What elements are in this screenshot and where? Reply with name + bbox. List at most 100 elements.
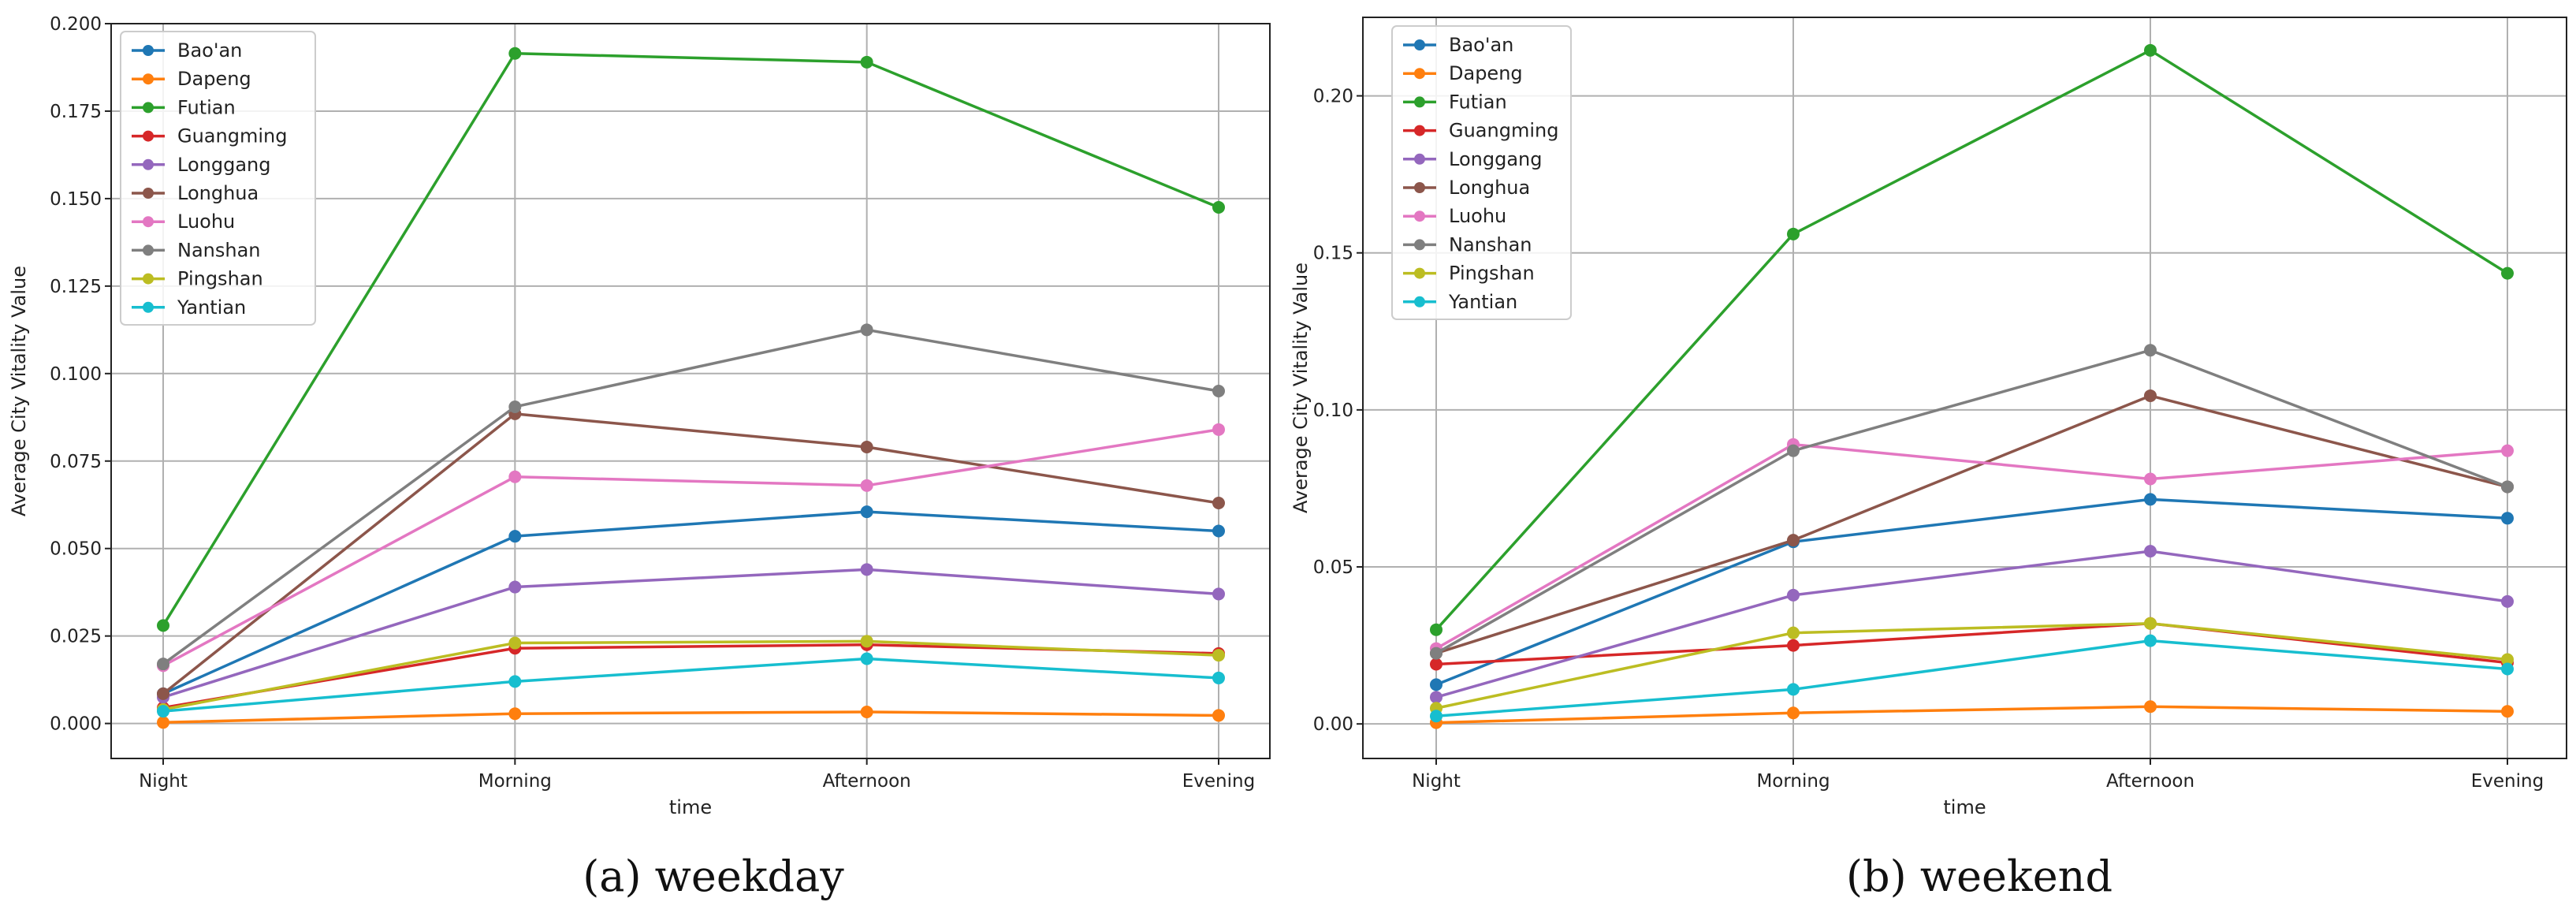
- series-line: [1435, 621, 2508, 666]
- series-line: [1435, 705, 2508, 725]
- series-futian: [157, 47, 1225, 632]
- legend-swatch-marker: [143, 102, 154, 114]
- legend-swatch-marker: [1414, 239, 1425, 251]
- legend-box: [1391, 25, 1572, 320]
- plot-frame: [110, 23, 1271, 759]
- legend-label: Luohu: [177, 211, 235, 233]
- legend-label: Guangming: [177, 125, 287, 147]
- legend-label: Longgang: [177, 154, 270, 176]
- data-point: [1212, 423, 1225, 436]
- data-point: [2501, 512, 2514, 525]
- data-point: [157, 705, 169, 718]
- weekday-chart: 0.000 0.025 0.050 0.075 0.100 0.125 0.150 0.175…: [8, 14, 1271, 901]
- series-line: [162, 639, 1219, 711]
- data-point: [1212, 649, 1225, 662]
- series-longgang: [1430, 545, 2514, 704]
- y-tick-label: 0.000: [50, 714, 102, 735]
- series-line: [1435, 348, 2508, 655]
- data-point: [2144, 545, 2157, 558]
- data-point: [860, 563, 873, 576]
- data-point: [860, 441, 873, 454]
- data-point: [860, 635, 873, 648]
- series-line: [162, 710, 1219, 725]
- legend-label: Longhua: [1449, 177, 1530, 199]
- x-tick-label: Afternoon: [823, 771, 911, 792]
- y-axis-label: Average City Vitality Value: [1290, 263, 1312, 513]
- legend-swatch-marker: [143, 158, 154, 170]
- series-line: [1435, 394, 2508, 655]
- data-point: [1430, 678, 1442, 691]
- legend-label: Yantian: [1448, 291, 1517, 313]
- series-longhua: [1430, 389, 2514, 660]
- data-point: [1212, 587, 1225, 601]
- data-point: [508, 636, 522, 650]
- data-point: [2144, 43, 2157, 57]
- legend-swatch-marker: [1414, 211, 1425, 222]
- weekend-panel: 0.00 0.05 0.10 0.15 0.20 Night Morning Afternoo…: [1288, 0, 2576, 913]
- legend-swatch-marker: [1414, 68, 1425, 80]
- series-line: [1435, 49, 2508, 631]
- series-line: [162, 412, 1219, 695]
- data-point: [1787, 706, 1800, 720]
- legend-label: Bao'an: [1449, 34, 1513, 56]
- legend-swatch-marker: [1414, 182, 1425, 193]
- x-tick-label: Evening: [1182, 771, 1255, 792]
- legend-label: Nanshan: [177, 239, 261, 261]
- x-axis-label: time: [669, 796, 712, 818]
- y-tick-label: 0.150: [50, 189, 102, 210]
- legend-label: Pingshan: [177, 268, 263, 290]
- data-point: [157, 658, 169, 671]
- data-point: [1787, 588, 1800, 602]
- data-point: [2501, 266, 2514, 280]
- series-line: [1435, 621, 2508, 710]
- data-point: [1787, 683, 1800, 696]
- data-point: [157, 619, 169, 632]
- legend: Bao'an Dapeng Futian Guangming Longgang Longh…: [120, 31, 316, 326]
- legend-label: Pingshan: [1449, 263, 1535, 285]
- legend-label: Nanshan: [1449, 233, 1532, 255]
- series-line: [162, 657, 1219, 713]
- y-tick-label: 0.175: [50, 102, 102, 122]
- series-baoan: [1430, 493, 2514, 691]
- data-point: [2144, 700, 2157, 714]
- x-tick-label: Night: [139, 771, 188, 792]
- y-tick-label: 0.00: [1313, 714, 1353, 735]
- legend: Bao'an Dapeng Futian Guangming Longgang Longh…: [1391, 25, 1572, 320]
- data-point: [508, 707, 522, 721]
- legend-label: Guangming: [1449, 120, 1558, 142]
- legend-swatch-marker: [1414, 39, 1425, 50]
- data-point: [1430, 623, 1442, 636]
- series-nanshan: [157, 323, 1225, 671]
- plot-frame: [1362, 17, 2567, 759]
- legend-label: Bao'an: [177, 39, 242, 61]
- data-point: [2144, 344, 2157, 357]
- y-tick-label: 0.15: [1313, 244, 1353, 264]
- data-point: [1430, 710, 1442, 723]
- data-point: [860, 55, 873, 69]
- y-tick-label: 0.200: [50, 14, 102, 35]
- data-point: [1212, 524, 1225, 538]
- legend-swatch-marker: [1414, 296, 1425, 307]
- series-line: [1435, 442, 2508, 650]
- data-point: [1212, 671, 1225, 684]
- series-line: [162, 51, 1219, 627]
- series-longgang: [157, 563, 1225, 704]
- legend-label: Dapeng: [177, 68, 251, 90]
- data-point: [1787, 534, 1800, 547]
- y-tick-label: 0.125: [50, 277, 102, 297]
- series-yantian: [157, 652, 1225, 718]
- data-point: [1430, 658, 1442, 671]
- y-tick-label: 0.025: [50, 627, 102, 647]
- legend-label: Longgang: [1449, 148, 1542, 170]
- data-point: [508, 675, 522, 688]
- legend-swatch-marker: [143, 73, 154, 85]
- legend-label: Futian: [1449, 91, 1507, 113]
- legend-swatch-marker: [1414, 153, 1425, 165]
- data-point: [508, 47, 522, 60]
- data-point: [2501, 594, 2514, 608]
- legend-label: Dapeng: [1449, 62, 1523, 84]
- legend-swatch-marker: [1414, 96, 1425, 108]
- data-point: [2144, 389, 2157, 402]
- y-tick-label: 0.075: [50, 452, 102, 472]
- data-point: [508, 580, 522, 594]
